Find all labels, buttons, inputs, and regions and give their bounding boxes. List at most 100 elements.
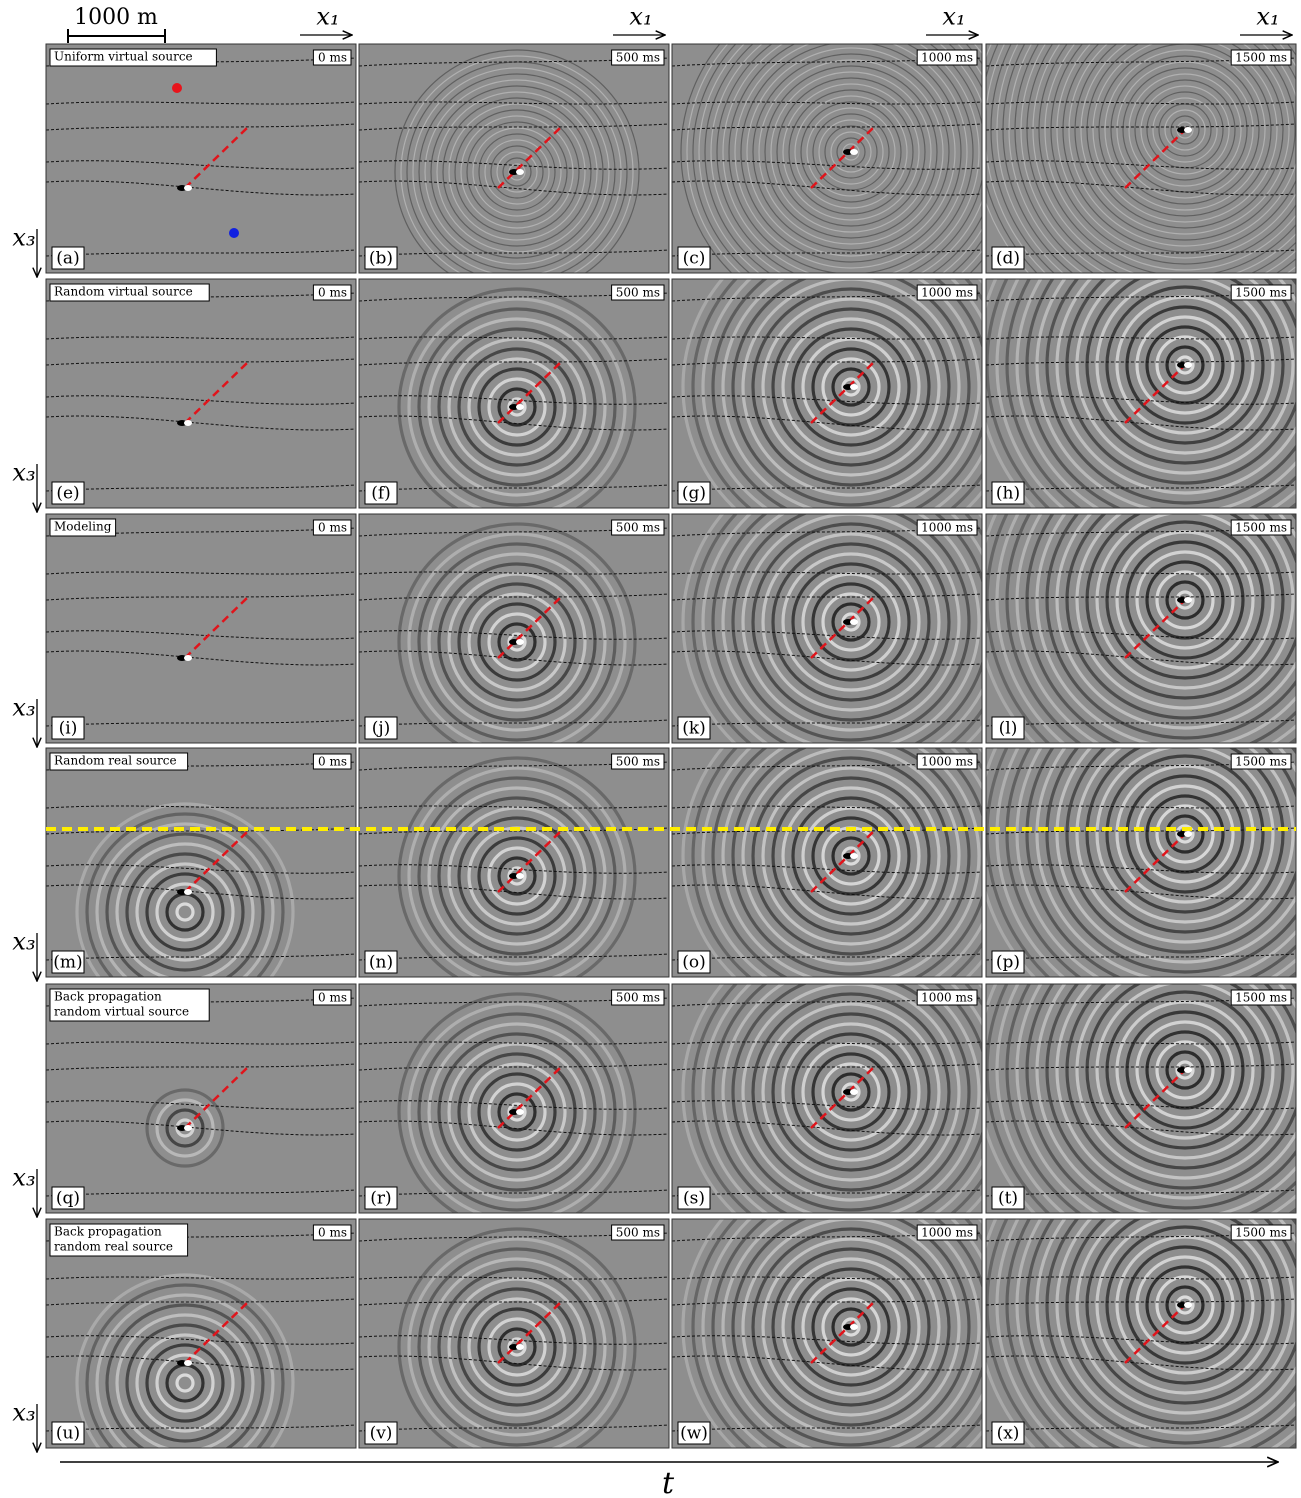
wavefront [1115,764,1255,904]
wavefront [487,377,547,437]
wavefront [686,44,982,273]
panel [359,279,669,508]
layer-boundary [46,123,356,131]
wavefront [457,347,577,467]
source-light [516,873,524,879]
wavefront [437,1267,597,1427]
wavefront [781,786,921,926]
source-light [1184,597,1192,603]
panel-letter: (n) [369,953,393,973]
wavefront [442,97,592,247]
time-label: 1500 ms [1235,51,1287,65]
time-label: 1000 ms [921,51,973,65]
wavefront [1164,109,1206,151]
depth-axis-label: x₃ [12,694,35,722]
layer-boundary [672,123,982,131]
wavefront [1104,49,1266,211]
wavefront [1155,1275,1215,1335]
source-dark [1177,362,1187,368]
source-light [1184,127,1192,133]
wavefront [1116,61,1254,199]
wavefront [467,1297,567,1397]
source-dark [177,1360,187,1366]
layer-boundary [986,630,1296,640]
time-label: 500 ms [616,521,660,535]
wavefront [490,145,544,199]
wavefront [397,287,637,508]
fault-line [497,127,561,189]
fault-line [1124,597,1188,659]
layer-boundary [986,1424,1296,1432]
wavefront [1155,804,1215,864]
wavefront [751,287,951,487]
wavefront [477,367,557,447]
time-label: 0 ms [318,755,347,769]
wavefront [467,357,567,457]
wavefront [1146,91,1224,169]
wavefront [734,44,968,269]
source-dark [843,619,853,625]
panel-letter: (l) [999,719,1018,739]
receiver-blue [229,228,239,238]
wavefront [457,582,577,702]
wavefront [791,796,911,916]
row-title-box [49,283,210,302]
time-label: 1500 ms [1235,1226,1287,1240]
wavefront [711,748,982,977]
wavefront [711,514,982,743]
letter-box [364,1186,398,1210]
wavefront [1145,1265,1225,1345]
wavefront [447,806,587,946]
time-box [312,989,352,1006]
wavefront [1155,570,1215,630]
wavefront [681,984,982,1213]
wavefront [1125,1245,1245,1365]
layer-boundary [672,358,982,366]
wavefront [437,562,597,722]
wavefront [1105,754,1265,914]
source-light [516,404,524,410]
wavefront [1075,984,1295,1180]
layer-boundary [986,884,1296,900]
layer-boundary [46,630,356,640]
wavefront [751,756,951,956]
source-light [184,1125,192,1131]
layer-boundary [672,395,982,405]
layer-boundary [46,1276,356,1280]
wavefront [75,802,295,977]
x-axis-label: x₁ [1256,3,1279,31]
letter-box [677,1421,711,1445]
wavefront [412,67,622,273]
wavefront [1005,1219,1296,1448]
layer-boundary [46,719,356,727]
wavefront [691,279,982,508]
panel-border [358,513,670,744]
wavefront [1075,279,1295,475]
time-box [916,49,978,66]
wavefront [496,151,538,193]
layer-boundary [359,123,669,131]
letter-box [991,481,1025,505]
wavefront [1065,1219,1296,1425]
panel-letter: (o) [682,953,706,973]
source-light [516,639,524,645]
wavefront [731,279,971,507]
wavefront [1038,44,1296,273]
time-label: 1500 ms [1235,991,1287,1005]
wavefront [1065,279,1296,485]
row-title-box [49,518,117,537]
wavefront [397,992,637,1213]
wavefront [811,1287,891,1367]
wavefront [1158,103,1212,157]
wavefront [1074,44,1296,241]
layer-boundary [672,1063,982,1071]
time-axis-label: t [662,1466,675,1498]
panel-background [46,984,356,1213]
wavefront [721,984,981,1213]
panel-border [985,513,1297,744]
layer-boundary [359,1063,669,1071]
layer-boundary [46,1063,356,1071]
wavefront [417,1247,617,1447]
time-label: 0 ms [318,51,347,65]
layer-boundary [46,1298,356,1306]
